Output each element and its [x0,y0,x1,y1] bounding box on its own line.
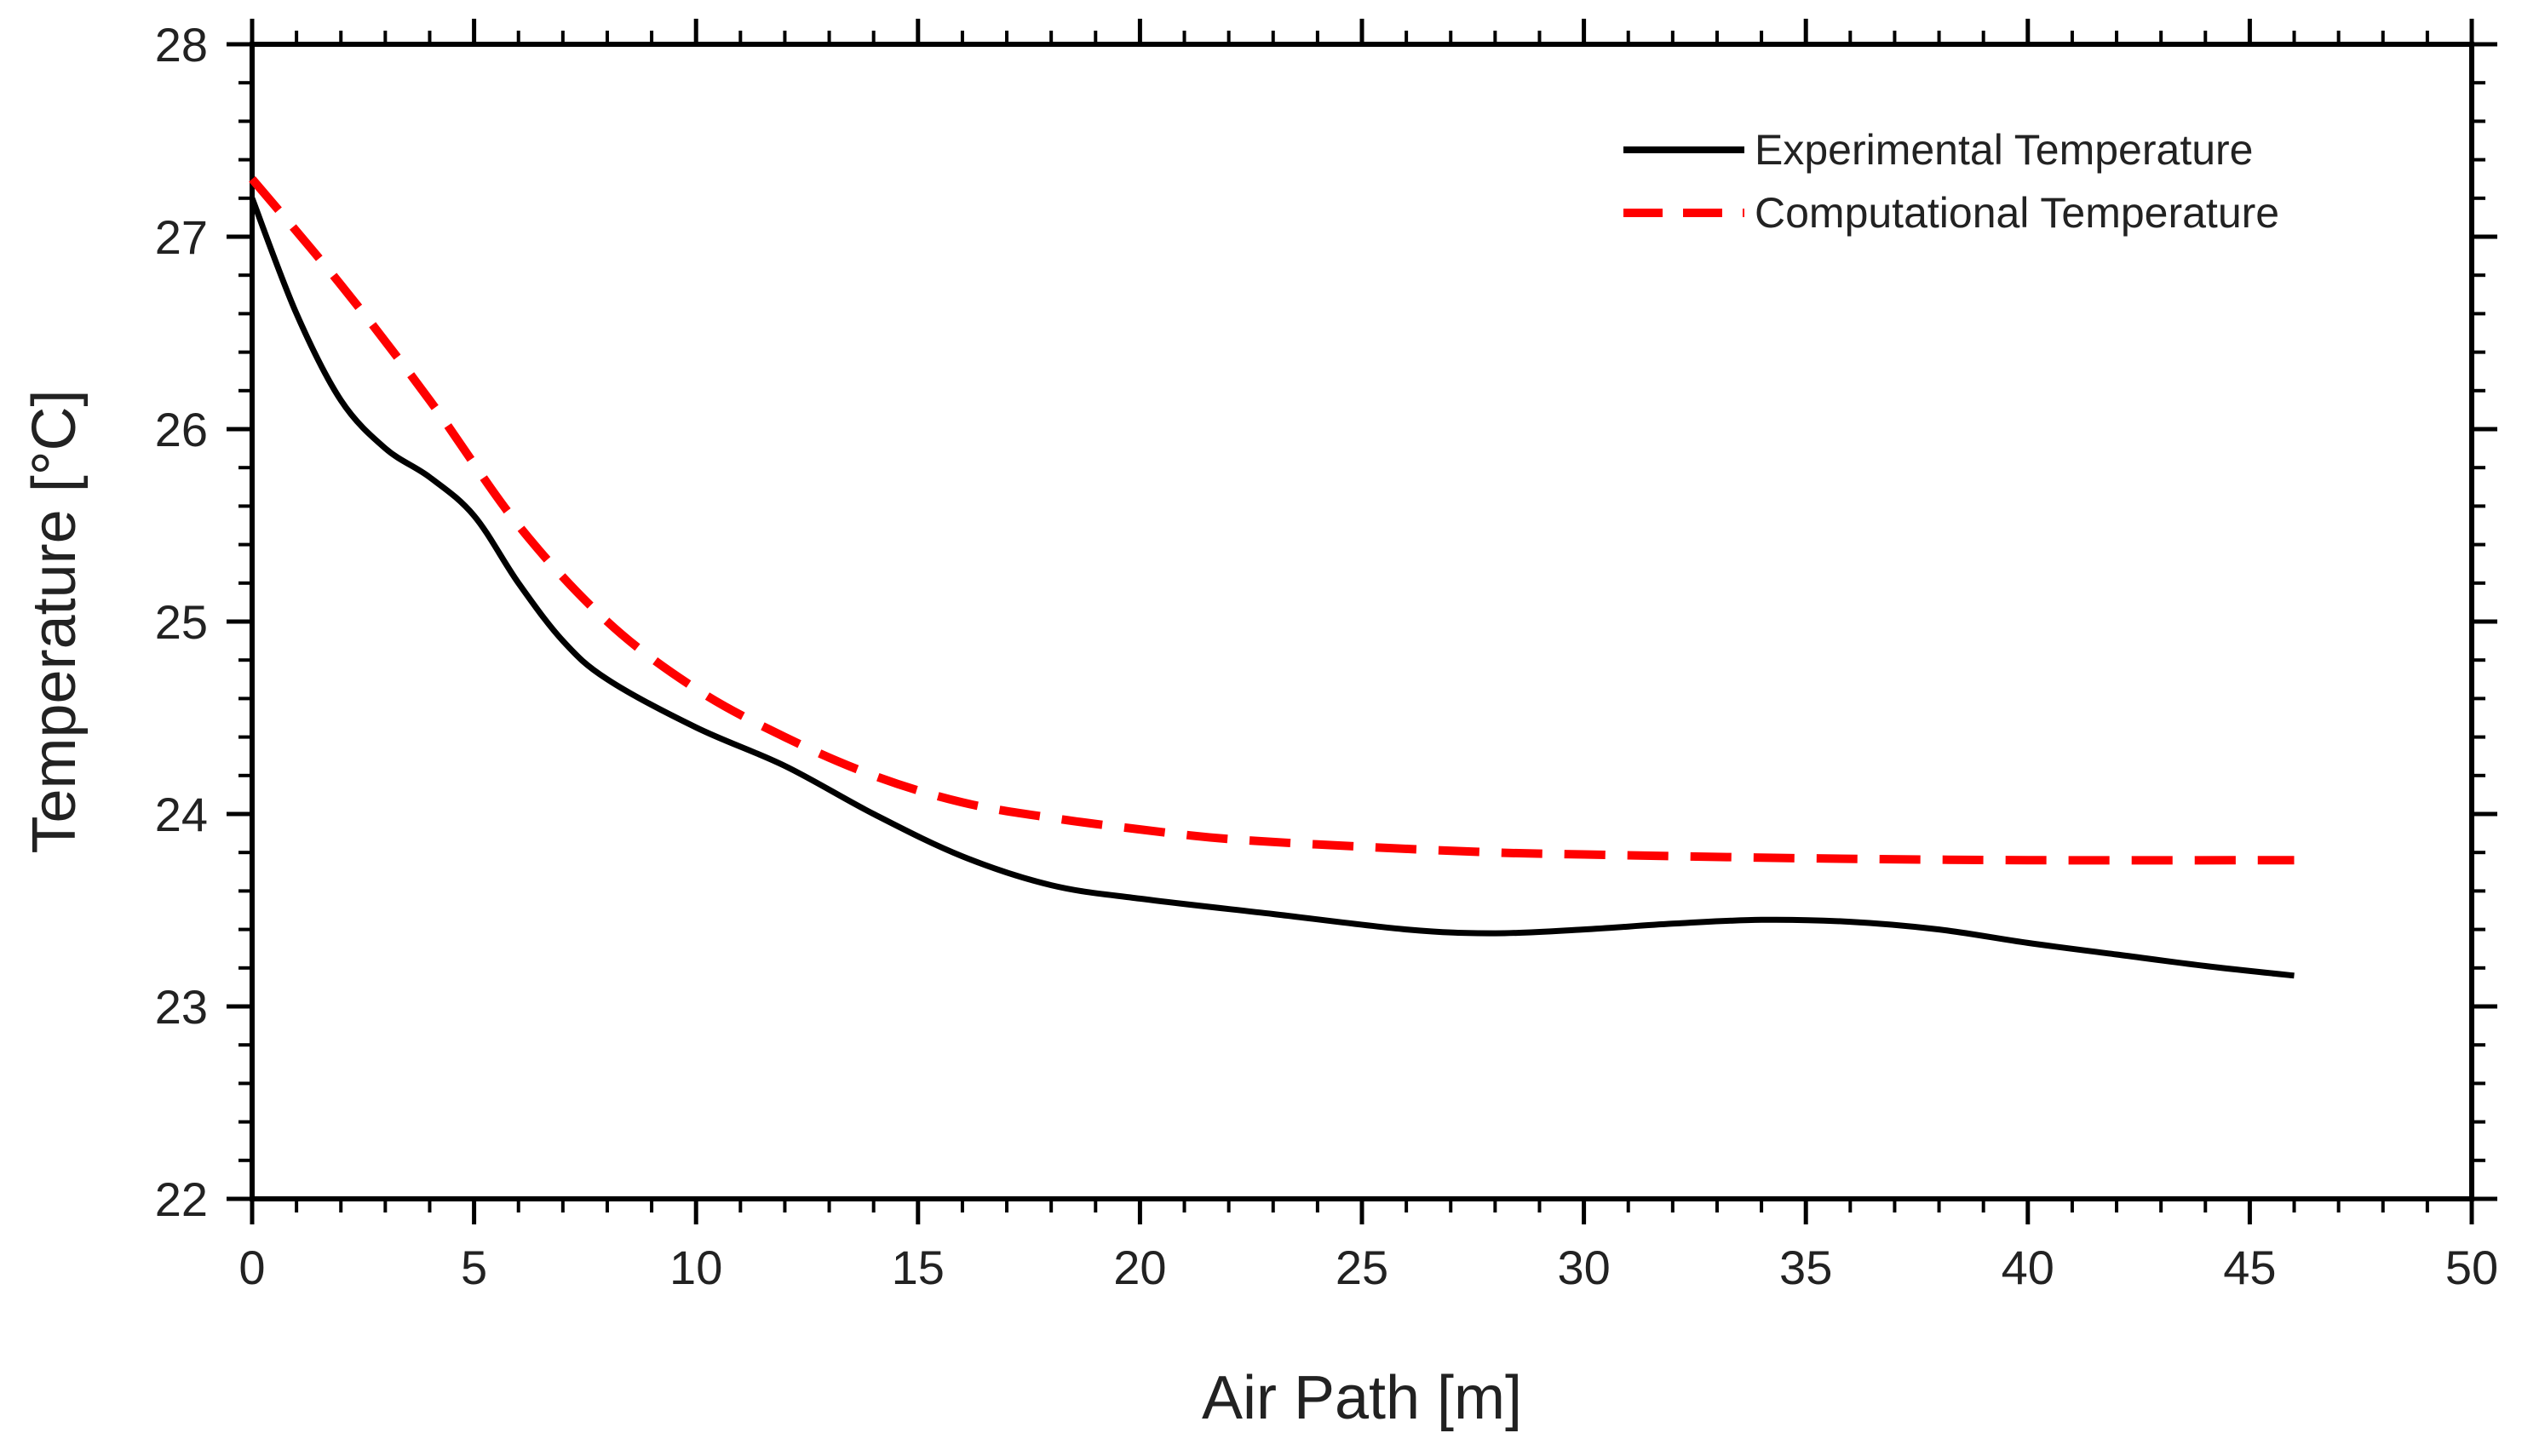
y-tick-label: 28 [155,18,208,72]
x-tick-label: 20 [1113,1241,1166,1294]
y-axis-title: Temperature [°C] [20,390,89,854]
x-tick-label: 35 [1779,1241,1832,1294]
x-tick-label: 5 [461,1241,487,1294]
x-tick-label: 0 [238,1241,265,1294]
series-line-0 [249,197,2295,979]
x-tick-label: 40 [2002,1241,2054,1294]
y-tick-label: 25 [155,595,208,649]
y-tick-label: 22 [155,1172,208,1226]
legend-label-1: Computational Temperature [1755,189,2279,237]
y-tick-label: 27 [155,210,208,264]
y-tick-label: 23 [155,980,208,1034]
x-axis-title: Air Path [m] [1202,1364,1522,1432]
x-tick-label: 10 [669,1241,722,1294]
plot-frame [250,42,2474,1201]
x-tick-label: 50 [2445,1241,2498,1294]
y-tick-label: 24 [155,788,208,841]
y-tick-label: 26 [155,403,208,456]
x-tick-label: 15 [892,1241,945,1294]
legend-label-0: Experimental Temperature [1755,126,2253,174]
x-tick-label: 30 [1557,1241,1610,1294]
x-tick-label: 45 [2223,1241,2276,1294]
series-line-1 [249,175,2295,865]
x-tick-label: 25 [1336,1241,1388,1294]
